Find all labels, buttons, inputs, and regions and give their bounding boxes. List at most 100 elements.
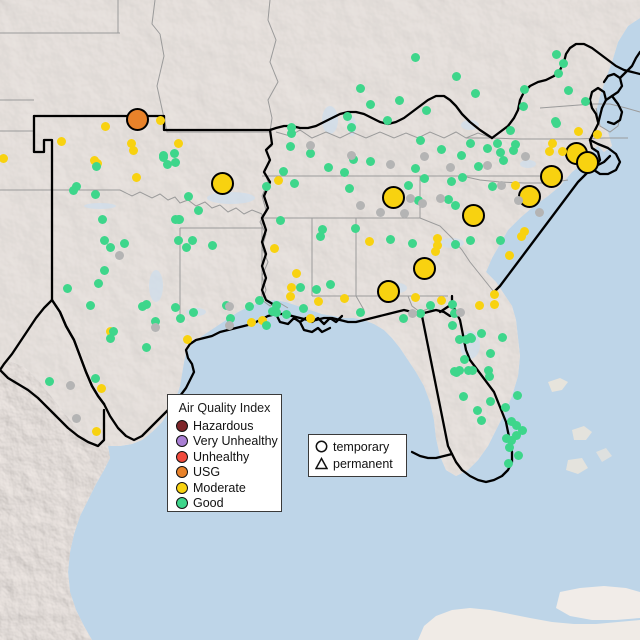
- aqi-point-marker[interactable]: [317, 224, 327, 234]
- aqi-point-marker[interactable]: [91, 426, 101, 436]
- aqi-point-marker[interactable]: [476, 328, 486, 338]
- aqi-point-marker[interactable]: [90, 189, 100, 199]
- aqi-point-marker[interactable]: [496, 180, 506, 190]
- aqi-point-marker[interactable]: [451, 71, 461, 81]
- aqi-point-marker[interactable]: [435, 193, 445, 203]
- aqi-point-marker[interactable]: [225, 313, 235, 323]
- aqi-point-marker[interactable]: [451, 367, 461, 377]
- aqi-point-marker[interactable]: [385, 159, 395, 169]
- aqi-point-marker[interactable]: [456, 150, 466, 160]
- aqi-point-marker[interactable]: [267, 306, 277, 316]
- aqi-point-marker[interactable]: [430, 246, 440, 256]
- aqi-point-marker[interactable]: [355, 307, 365, 317]
- aqi-point-marker[interactable]: [485, 396, 495, 406]
- aqi-point-marker[interactable]: [224, 320, 234, 330]
- aqi-point-marker[interactable]: [174, 214, 184, 224]
- aqi-point-marker[interactable]: [511, 430, 521, 440]
- aqi-point-marker[interactable]: [365, 99, 375, 109]
- aqi-point-marker[interactable]: [344, 183, 354, 193]
- aqi-point-marker[interactable]: [489, 289, 499, 299]
- aqi-point-marker[interactable]: [449, 308, 459, 318]
- aqi-point-marker[interactable]: [505, 125, 515, 135]
- aqi-point-marker[interactable]: [504, 250, 514, 260]
- aqi-point-marker[interactable]: [350, 223, 360, 233]
- aqi-point-marker[interactable]: [495, 147, 505, 157]
- aqi-point-marker[interactable]: [415, 308, 425, 318]
- aqi-point-marker[interactable]: [65, 380, 75, 390]
- aqi-point-marker[interactable]: [517, 425, 527, 435]
- aqi-point-marker[interactable]: [436, 295, 446, 305]
- aqi-point-marker[interactable]: [289, 178, 299, 188]
- aqi-point-marker[interactable]: [458, 391, 468, 401]
- aqi-point-marker[interactable]: [141, 299, 151, 309]
- aqi-point-marker[interactable]: [510, 180, 520, 190]
- aqi-point-marker[interactable]: [417, 198, 427, 208]
- aqi-point-marker[interactable]: [158, 150, 168, 160]
- aqi-point-marker[interactable]: [364, 236, 374, 246]
- aqi-point-marker[interactable]: [173, 138, 183, 148]
- aqi-point-marker[interactable]: [519, 226, 529, 236]
- aqi-point-marker[interactable]: [472, 405, 482, 415]
- aqi-point-marker[interactable]: [175, 313, 185, 323]
- aqi-point-marker[interactable]: [419, 151, 429, 161]
- aqi-point-marker[interactable]: [399, 208, 409, 218]
- aqi-point-marker[interactable]: [96, 383, 106, 393]
- aqi-point-marker[interactable]: [455, 307, 465, 317]
- aqi-point-marker[interactable]: [483, 365, 493, 375]
- aqi-point-marker[interactable]: [261, 181, 271, 191]
- aqi-point-marker[interactable]: [273, 175, 283, 185]
- aqi-point-marker[interactable]: [162, 159, 172, 169]
- aqi-point-marker[interactable]: [193, 205, 203, 215]
- aqi-point-marker[interactable]: [183, 191, 193, 201]
- aqi-point-marker[interactable]: [407, 238, 417, 248]
- aqi-point-marker[interactable]: [62, 283, 72, 293]
- aqi-point-marker[interactable]: [447, 299, 457, 309]
- aqi-point-marker[interactable]: [489, 299, 499, 309]
- aqi-point-marker[interactable]: [71, 413, 81, 423]
- aqi-point-marker[interactable]: [125, 107, 149, 131]
- aqi-point-marker[interactable]: [461, 203, 485, 227]
- aqi-point-marker[interactable]: [573, 126, 583, 136]
- aqi-point-marker[interactable]: [551, 118, 561, 128]
- aqi-point-marker[interactable]: [484, 371, 494, 381]
- aqi-point-marker[interactable]: [447, 320, 457, 330]
- aqi-point-marker[interactable]: [126, 138, 136, 148]
- aqi-point-marker[interactable]: [269, 243, 279, 253]
- aqi-point-marker[interactable]: [99, 235, 109, 245]
- aqi-point-marker[interactable]: [410, 292, 420, 302]
- aqi-point-marker[interactable]: [105, 333, 115, 343]
- aqi-point-marker[interactable]: [285, 291, 295, 301]
- aqi-point-marker[interactable]: [295, 282, 305, 292]
- aqi-legend-item[interactable]: Hazardous: [176, 418, 273, 434]
- aqi-point-marker[interactable]: [465, 235, 475, 245]
- aqi-point-marker[interactable]: [557, 146, 567, 156]
- aqi-point-marker[interactable]: [355, 200, 365, 210]
- aqi-point-marker[interactable]: [513, 450, 523, 460]
- aqi-point-marker[interactable]: [325, 279, 335, 289]
- aqi-point-marker[interactable]: [474, 300, 484, 310]
- aqi-point-marker[interactable]: [495, 235, 505, 245]
- aqi-point-marker[interactable]: [91, 161, 101, 171]
- aqi-point-marker[interactable]: [44, 376, 54, 386]
- aqi-point-marker[interactable]: [580, 96, 590, 106]
- aqi-point-marker[interactable]: [254, 295, 264, 305]
- aqi-legend-item[interactable]: Moderate: [176, 480, 273, 496]
- aqi-point-marker[interactable]: [512, 390, 522, 400]
- aqi-point-marker[interactable]: [305, 140, 315, 150]
- aqi-point-marker[interactable]: [592, 129, 602, 139]
- aqi-point-marker[interactable]: [410, 52, 420, 62]
- aqi-point-marker[interactable]: [459, 354, 469, 364]
- aqi-point-marker[interactable]: [511, 420, 521, 430]
- aqi-point-marker[interactable]: [504, 442, 514, 452]
- aqi-point-marker[interactable]: [516, 231, 526, 241]
- aqi-point-marker[interactable]: [520, 151, 530, 161]
- aqi-point-marker[interactable]: [506, 435, 516, 445]
- aqi-point-marker[interactable]: [315, 231, 325, 241]
- aqi-point-marker[interactable]: [311, 284, 321, 294]
- aqi-point-marker[interactable]: [454, 334, 464, 344]
- aqi-point-marker[interactable]: [421, 105, 431, 115]
- aqi-point-marker[interactable]: [519, 84, 529, 94]
- aqi-point-marker[interactable]: [506, 416, 516, 426]
- aqi-point-marker[interactable]: [558, 58, 568, 68]
- aqi-point-marker[interactable]: [457, 172, 467, 182]
